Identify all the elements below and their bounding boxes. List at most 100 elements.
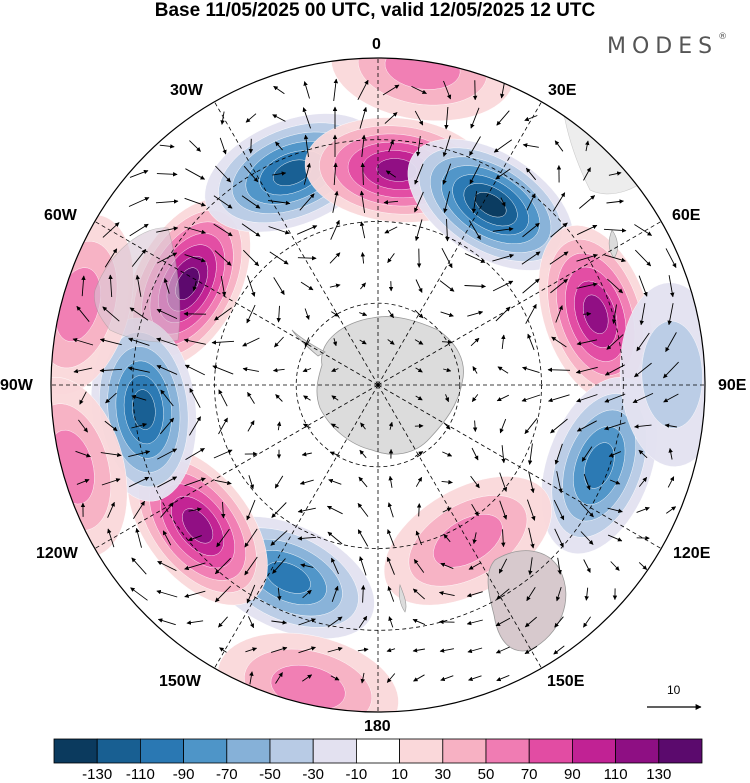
wind-arrow <box>248 138 254 154</box>
colorbar-tick-label: 10 <box>391 766 408 783</box>
wind-arrow <box>415 367 423 373</box>
wind-arrow <box>357 647 369 653</box>
colorbar-swatch <box>355 738 400 764</box>
wind-arrow <box>412 618 426 626</box>
wind-arrow <box>610 561 620 571</box>
wind-arrow <box>359 221 366 239</box>
wind-arrow <box>576 253 598 262</box>
wind-arrow <box>244 528 258 548</box>
wind-arrow <box>467 647 483 654</box>
wind-arrow <box>359 106 368 129</box>
wind-arrow <box>443 80 452 100</box>
wind-arrow <box>129 307 149 321</box>
wind-arrow <box>214 479 232 486</box>
wind-arrow <box>492 280 514 292</box>
wind-arrow <box>414 219 423 242</box>
wind-arrow <box>583 311 592 317</box>
wind-arrow <box>272 558 286 574</box>
wind-arrow <box>548 394 570 403</box>
colorbar-swatch <box>226 738 271 764</box>
wind-arrow <box>276 305 281 323</box>
wind-arrow <box>443 533 451 543</box>
wind-arrow <box>469 163 481 185</box>
wind-arrow <box>583 474 591 491</box>
wind-arrow <box>414 451 424 457</box>
wind-arrow <box>271 620 288 625</box>
wind-arrow <box>329 252 341 264</box>
map-border <box>50 57 706 713</box>
wind-arrow <box>387 253 395 263</box>
wind-arrow <box>576 224 598 236</box>
wind-arrow <box>444 106 449 130</box>
colorbar-swatch <box>485 738 530 764</box>
wind-arrow <box>550 418 568 434</box>
wind-arrow <box>525 303 537 324</box>
wind-arrow <box>156 308 178 320</box>
wind-arrow <box>357 503 369 517</box>
wind-arrow <box>387 339 395 345</box>
wind-arrow <box>554 616 564 628</box>
wind-arrow <box>104 248 118 268</box>
wind-arrow <box>104 420 118 432</box>
lon-label-30e: 30E <box>548 82 577 99</box>
wind-arrow <box>157 448 178 460</box>
wind-arrow <box>299 479 314 485</box>
wind-arrow <box>329 451 340 457</box>
wind-arrow <box>242 249 260 267</box>
wind-arrow <box>522 278 540 294</box>
wind-arrow <box>135 527 142 548</box>
wind-arrow <box>184 590 206 598</box>
wind-arrow <box>667 476 675 488</box>
wind-arrow <box>442 451 453 457</box>
wind-arrow <box>361 134 366 157</box>
wind-arrow <box>185 168 205 180</box>
colorbar-swatch <box>312 738 357 764</box>
wind-arrow <box>159 144 175 149</box>
wind-arrow <box>214 250 232 266</box>
wind-arrow <box>471 447 479 461</box>
wind-arrow <box>495 617 511 627</box>
wind-arrow <box>78 419 88 433</box>
wind-arrow <box>213 449 233 459</box>
wind-arrow <box>638 449 648 459</box>
wind-arrow <box>439 280 455 292</box>
wind-arrow <box>184 562 206 571</box>
wind-arrow <box>212 365 234 375</box>
wind-arrow <box>440 675 454 682</box>
wind-arrow <box>387 529 395 547</box>
wind-arrow <box>415 395 423 401</box>
wind-arrow <box>414 110 424 126</box>
wind-arrow <box>443 191 451 214</box>
wind-arrow <box>186 620 204 625</box>
wind-arrow <box>527 443 533 465</box>
wind-arrow <box>189 387 201 408</box>
wind-arrow <box>128 337 150 346</box>
reference-vector-label: 10 <box>667 683 681 697</box>
wind-arrow <box>358 615 368 629</box>
wind-arrow <box>276 421 282 431</box>
wind-arrow <box>495 646 510 654</box>
wind-arrow <box>636 506 650 513</box>
colorbar-tick-label: -130 <box>82 766 113 783</box>
parallel <box>295 302 461 468</box>
colorbar-tick-label: 110 <box>603 766 628 783</box>
wind-arrow <box>576 339 598 346</box>
wind-arrow <box>413 674 425 682</box>
wind-arrow <box>156 252 178 264</box>
wind-arrow <box>327 531 343 545</box>
wind-arrow <box>469 220 481 240</box>
wind-arrow <box>273 277 285 295</box>
wind-arrow <box>604 364 625 376</box>
wind-arrow <box>359 339 367 345</box>
wind-arrow <box>245 647 258 653</box>
wind-arrow <box>129 223 149 237</box>
wind-arrow <box>441 247 453 269</box>
wind-arrow <box>297 255 317 261</box>
wind-arrow <box>128 476 150 488</box>
wind-arrow <box>184 254 206 263</box>
wind-arrow <box>528 471 535 494</box>
wind-arrow <box>442 507 452 513</box>
wind-arrow <box>219 137 227 155</box>
wind-arrow <box>330 675 340 681</box>
